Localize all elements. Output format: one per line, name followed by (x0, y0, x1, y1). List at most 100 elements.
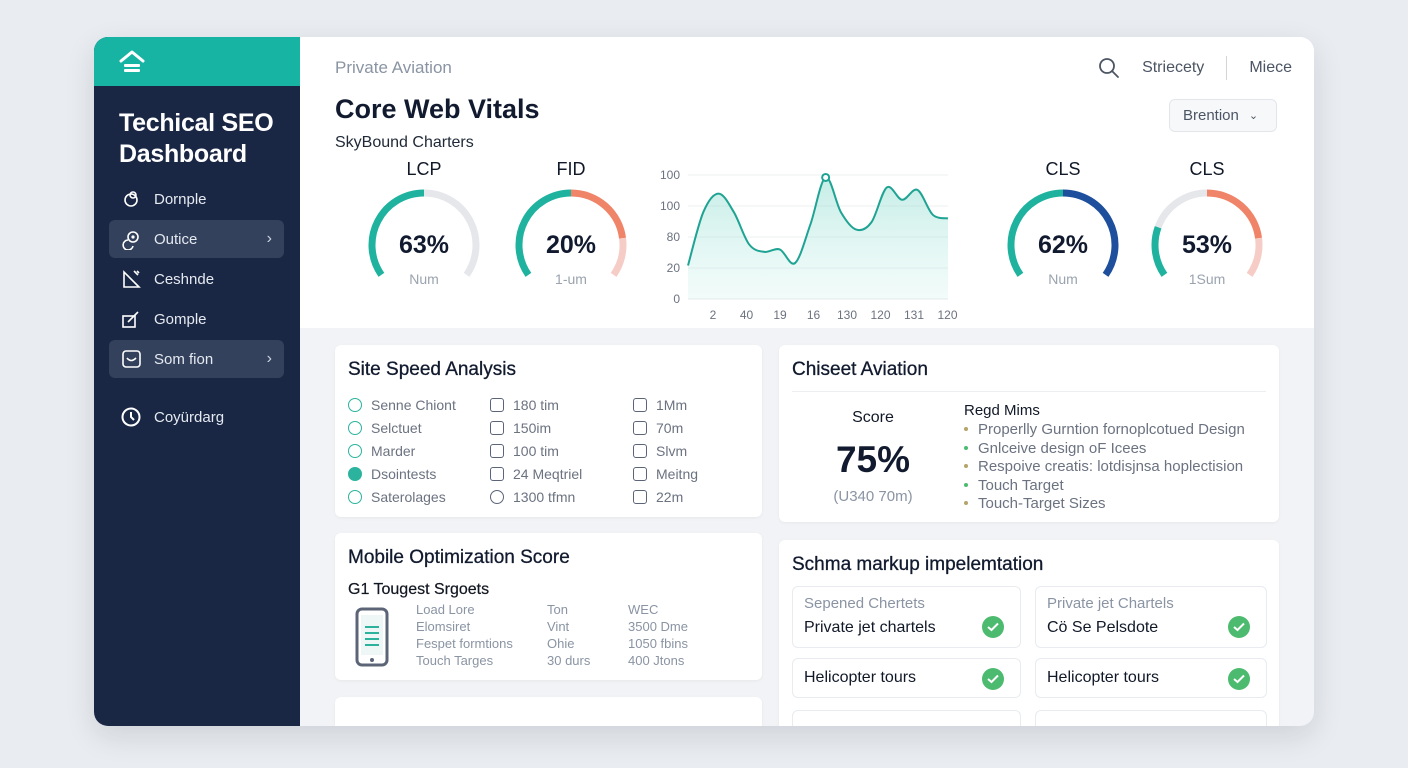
schema-item[interactable]: Helicopter tours (792, 658, 1021, 698)
metric-text: Dsointests (371, 465, 437, 482)
metric-icon (348, 397, 362, 412)
timer-icon (490, 489, 504, 504)
sidebar-item-label: Dornple (154, 190, 207, 208)
mobile-metric: Ohie (547, 636, 575, 651)
gauge-segment (1246, 237, 1263, 277)
list-item: Gnlceive design oF Icees (964, 440, 1245, 459)
logo-bar[interactable] (94, 37, 300, 86)
metric-text: Marder (371, 442, 416, 459)
metric-text: 150im (513, 419, 552, 436)
speed-metric: Dsointests (348, 464, 490, 483)
gauge-label: CLS (1189, 159, 1225, 179)
sidebar-item-3[interactable]: Gomple (109, 300, 284, 338)
gauge-segment (1151, 226, 1168, 277)
metric-icon (348, 443, 362, 458)
metric-text: 180 tim (513, 396, 559, 413)
gauge-segment (1007, 189, 1064, 277)
gauge-segment (1154, 189, 1208, 229)
speed-metric: 1Mm (633, 395, 753, 414)
score-sub: (U340 70m) (833, 488, 913, 505)
list-item: Touch-Target Sizes (964, 495, 1245, 514)
list-item: Properlly Gurntion fornoplcotued Design (964, 421, 1245, 440)
chevron-right-icon: › (266, 230, 272, 247)
nav-link-2[interactable]: Miece (1249, 59, 1292, 76)
bullet-icon (964, 464, 968, 468)
sidebar-item-label: Som fion (154, 350, 214, 368)
x-tick-label: 16 (807, 308, 821, 322)
home-icon (119, 50, 145, 72)
gauge-sublabel: Num (1048, 271, 1078, 287)
chevron-right-icon: › (266, 350, 272, 367)
list-item-text: Touch-Target Sizes (978, 495, 1106, 512)
score-label: Score (852, 409, 894, 426)
sidebar-item-1[interactable]: Outice › (109, 220, 284, 258)
gauge-label: CLS (1045, 159, 1081, 179)
sidebar-item-0[interactable]: Dornple (109, 180, 284, 218)
speed-metric: Slvm (633, 441, 753, 460)
card-subtitle: G1 Tougest Srgoets (348, 581, 490, 598)
series-line (687, 176, 949, 266)
schema-item-sub: Private jet Chartels (1047, 595, 1174, 612)
metric-icon (348, 466, 362, 481)
sidebar-item-4[interactable]: Som fion › (109, 340, 284, 378)
speed-metric: 22m (633, 487, 753, 506)
timer-icon (490, 466, 504, 481)
metric-text: 24 Meqtriel (513, 465, 583, 482)
gauge-label: FID (556, 159, 586, 179)
mobile-metric: 1050 fbins (628, 636, 688, 651)
sidebar-item-2[interactable]: Ceshnde (109, 260, 284, 298)
bullet-icon (964, 482, 968, 487)
schema-item[interactable]: Helicopter tours (1035, 658, 1267, 698)
gauge-label: LCP (406, 159, 442, 179)
mobile-metric: WEC (628, 602, 659, 617)
gauge-segment (423, 189, 480, 277)
check-icon (982, 668, 1004, 690)
resource-icon (633, 466, 647, 481)
speed-metric: Marder (348, 441, 490, 460)
gauge-value: 53% (1181, 231, 1233, 259)
sidebar-item-label: Ceshnde (154, 270, 215, 288)
schema-item[interactable]: Private jet Chartels Cö Se Pelsdote (1035, 586, 1267, 648)
sidebar-item-label: Gomple (154, 310, 207, 328)
breadcrumb[interactable]: Private Aviation (335, 58, 452, 77)
mobile-metric: Elomsiret (416, 619, 471, 634)
area-fill (688, 177, 948, 299)
search-icon[interactable] (1098, 57, 1120, 79)
check-icon (1228, 668, 1250, 690)
nav-link-1[interactable]: Striecety (1142, 59, 1205, 76)
page-title: Core Web Vitals (335, 94, 540, 124)
gauge-value: 62% (1037, 231, 1089, 259)
schema-item-label: Cö Se Pelsdote (1047, 619, 1159, 636)
resource-icon (633, 489, 647, 504)
score-value: 75% (835, 439, 911, 480)
sidebar-item-5[interactable]: Coyürdarg (109, 398, 284, 436)
card-title: Chiseet Aviation (792, 359, 928, 380)
gauge-sublabel: 1Sum (1188, 271, 1226, 287)
gauge-value: 20% (545, 231, 597, 259)
list-item-text: Respoive creatis: lotdisjnsa hoplectisio… (978, 458, 1244, 475)
schema-item-empty[interactable] (792, 710, 1021, 726)
metric-text: Saterolages (371, 488, 446, 505)
metric-text: 1Mm (656, 396, 688, 413)
resource-icon (633, 420, 647, 435)
mobile-optimization-card: Mobile Optimization Score G1 Tougest Srg… (335, 533, 762, 680)
list-title: Regd Mims (964, 402, 1040, 419)
schema-item[interactable]: Sepened Chertets Private jet chartels (792, 586, 1021, 648)
speed-metric: 100 tim (490, 441, 633, 460)
gauge-sublabel: 1-um (555, 271, 587, 287)
chevron-down-icon: ⌄ (1248, 110, 1259, 122)
top-nav: Striecety Miece (1098, 56, 1292, 80)
schema-item-empty[interactable] (1035, 710, 1267, 726)
dropdown-value: Brention (1183, 107, 1239, 124)
speed-metric: Selctuet (348, 418, 490, 437)
highlight-point[interactable] (821, 172, 831, 182)
timer-icon (490, 397, 504, 412)
mobile-phone-icon (355, 607, 389, 667)
speed-metric: 24 Meqtriel (490, 464, 633, 483)
mobile-metric: 30 durs (547, 653, 591, 668)
gauge-sublabel: Num (409, 271, 439, 287)
speed-metric: 70m (633, 418, 753, 437)
metric-icon (348, 420, 362, 435)
mobile-metric: Touch Targes (416, 653, 494, 668)
filter-dropdown[interactable]: Brention ⌄ (1169, 99, 1277, 132)
